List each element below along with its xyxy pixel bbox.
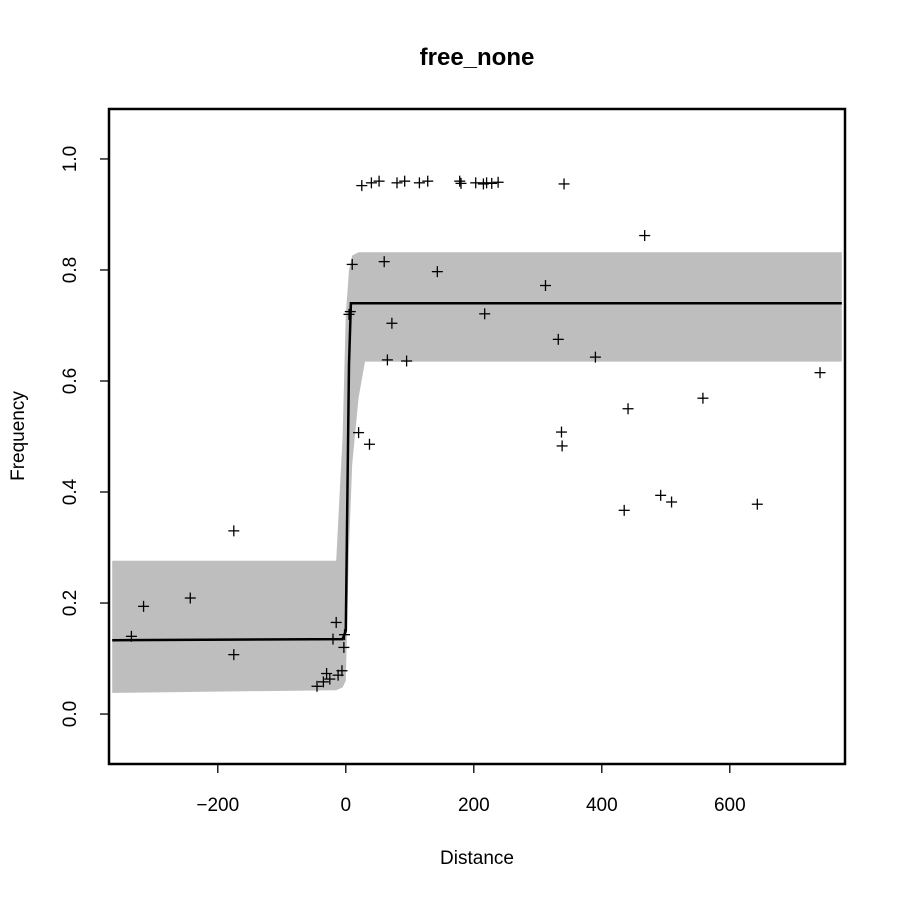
- data-point: [381, 354, 393, 366]
- y-axis-label: Frequency: [8, 391, 29, 481]
- plot-area: [112, 175, 842, 693]
- data-point: [751, 498, 763, 510]
- data-point: [454, 175, 466, 187]
- data-point: [363, 438, 375, 450]
- data-point: [639, 230, 651, 242]
- data-point: [622, 403, 634, 415]
- data-point: [558, 178, 570, 190]
- data-point: [356, 180, 368, 192]
- data-point: [555, 426, 567, 438]
- x-tick-label: −200: [196, 795, 239, 816]
- y-tick-label: 0.8: [60, 257, 81, 283]
- data-point: [666, 496, 678, 508]
- data-point: [814, 367, 826, 379]
- data-point: [655, 489, 667, 501]
- x-tick-label: 600: [714, 795, 746, 816]
- data-point: [378, 256, 390, 268]
- data-point: [697, 392, 709, 404]
- data-point: [339, 629, 351, 641]
- data-point: [413, 177, 425, 189]
- data-point: [228, 525, 240, 537]
- data-point: [338, 641, 350, 653]
- x-tick-label: 400: [586, 795, 618, 816]
- data-point: [556, 440, 568, 452]
- y-tick-label: 0.2: [60, 590, 81, 616]
- data-point: [492, 176, 504, 188]
- data-point: [228, 649, 240, 661]
- data-point: [455, 177, 467, 189]
- data-point: [324, 673, 336, 685]
- y-tick-label: 0.0: [60, 701, 81, 727]
- data-point: [311, 680, 323, 692]
- x-tick-label: 200: [458, 795, 490, 816]
- y-tick-label: 1.0: [60, 146, 81, 172]
- data-point: [346, 258, 358, 270]
- data-point: [479, 308, 491, 320]
- data-point: [618, 504, 630, 516]
- data-point: [399, 175, 411, 187]
- y-tick-label: 0.4: [60, 478, 81, 505]
- data-point: [386, 317, 398, 329]
- data-point: [422, 175, 434, 187]
- chart-title: free_none: [420, 44, 535, 71]
- data-point: [353, 427, 365, 439]
- confidence-band: [112, 252, 842, 693]
- x-axis: −200 0 200 400 600: [196, 764, 746, 816]
- data-point: [401, 355, 413, 367]
- data-point: [138, 600, 150, 612]
- data-point: [470, 177, 482, 189]
- data-point: [539, 280, 551, 292]
- fit-line: [112, 302, 842, 642]
- data-point: [391, 177, 403, 189]
- y-tick-label: 0.6: [60, 368, 81, 394]
- x-axis-label: Distance: [440, 848, 514, 869]
- data-point: [336, 665, 348, 677]
- data-point: [327, 633, 339, 645]
- data-point: [373, 175, 385, 187]
- plot-frame: [107, 107, 847, 766]
- y-axis: 0.0 0.2 0.4 0.6 0.8 1.0: [60, 146, 109, 727]
- data-point: [552, 333, 564, 345]
- data-point: [344, 306, 356, 318]
- data-point: [486, 177, 498, 189]
- x-tick-label: 0: [341, 795, 352, 816]
- data-point: [321, 668, 333, 680]
- data-point: [431, 266, 443, 278]
- data-point: [125, 630, 137, 642]
- data-point: [343, 308, 355, 320]
- data-point: [184, 592, 196, 604]
- data-point: [317, 676, 329, 688]
- data-point: [365, 177, 377, 189]
- data-point: [330, 616, 342, 628]
- data-point: [589, 351, 601, 363]
